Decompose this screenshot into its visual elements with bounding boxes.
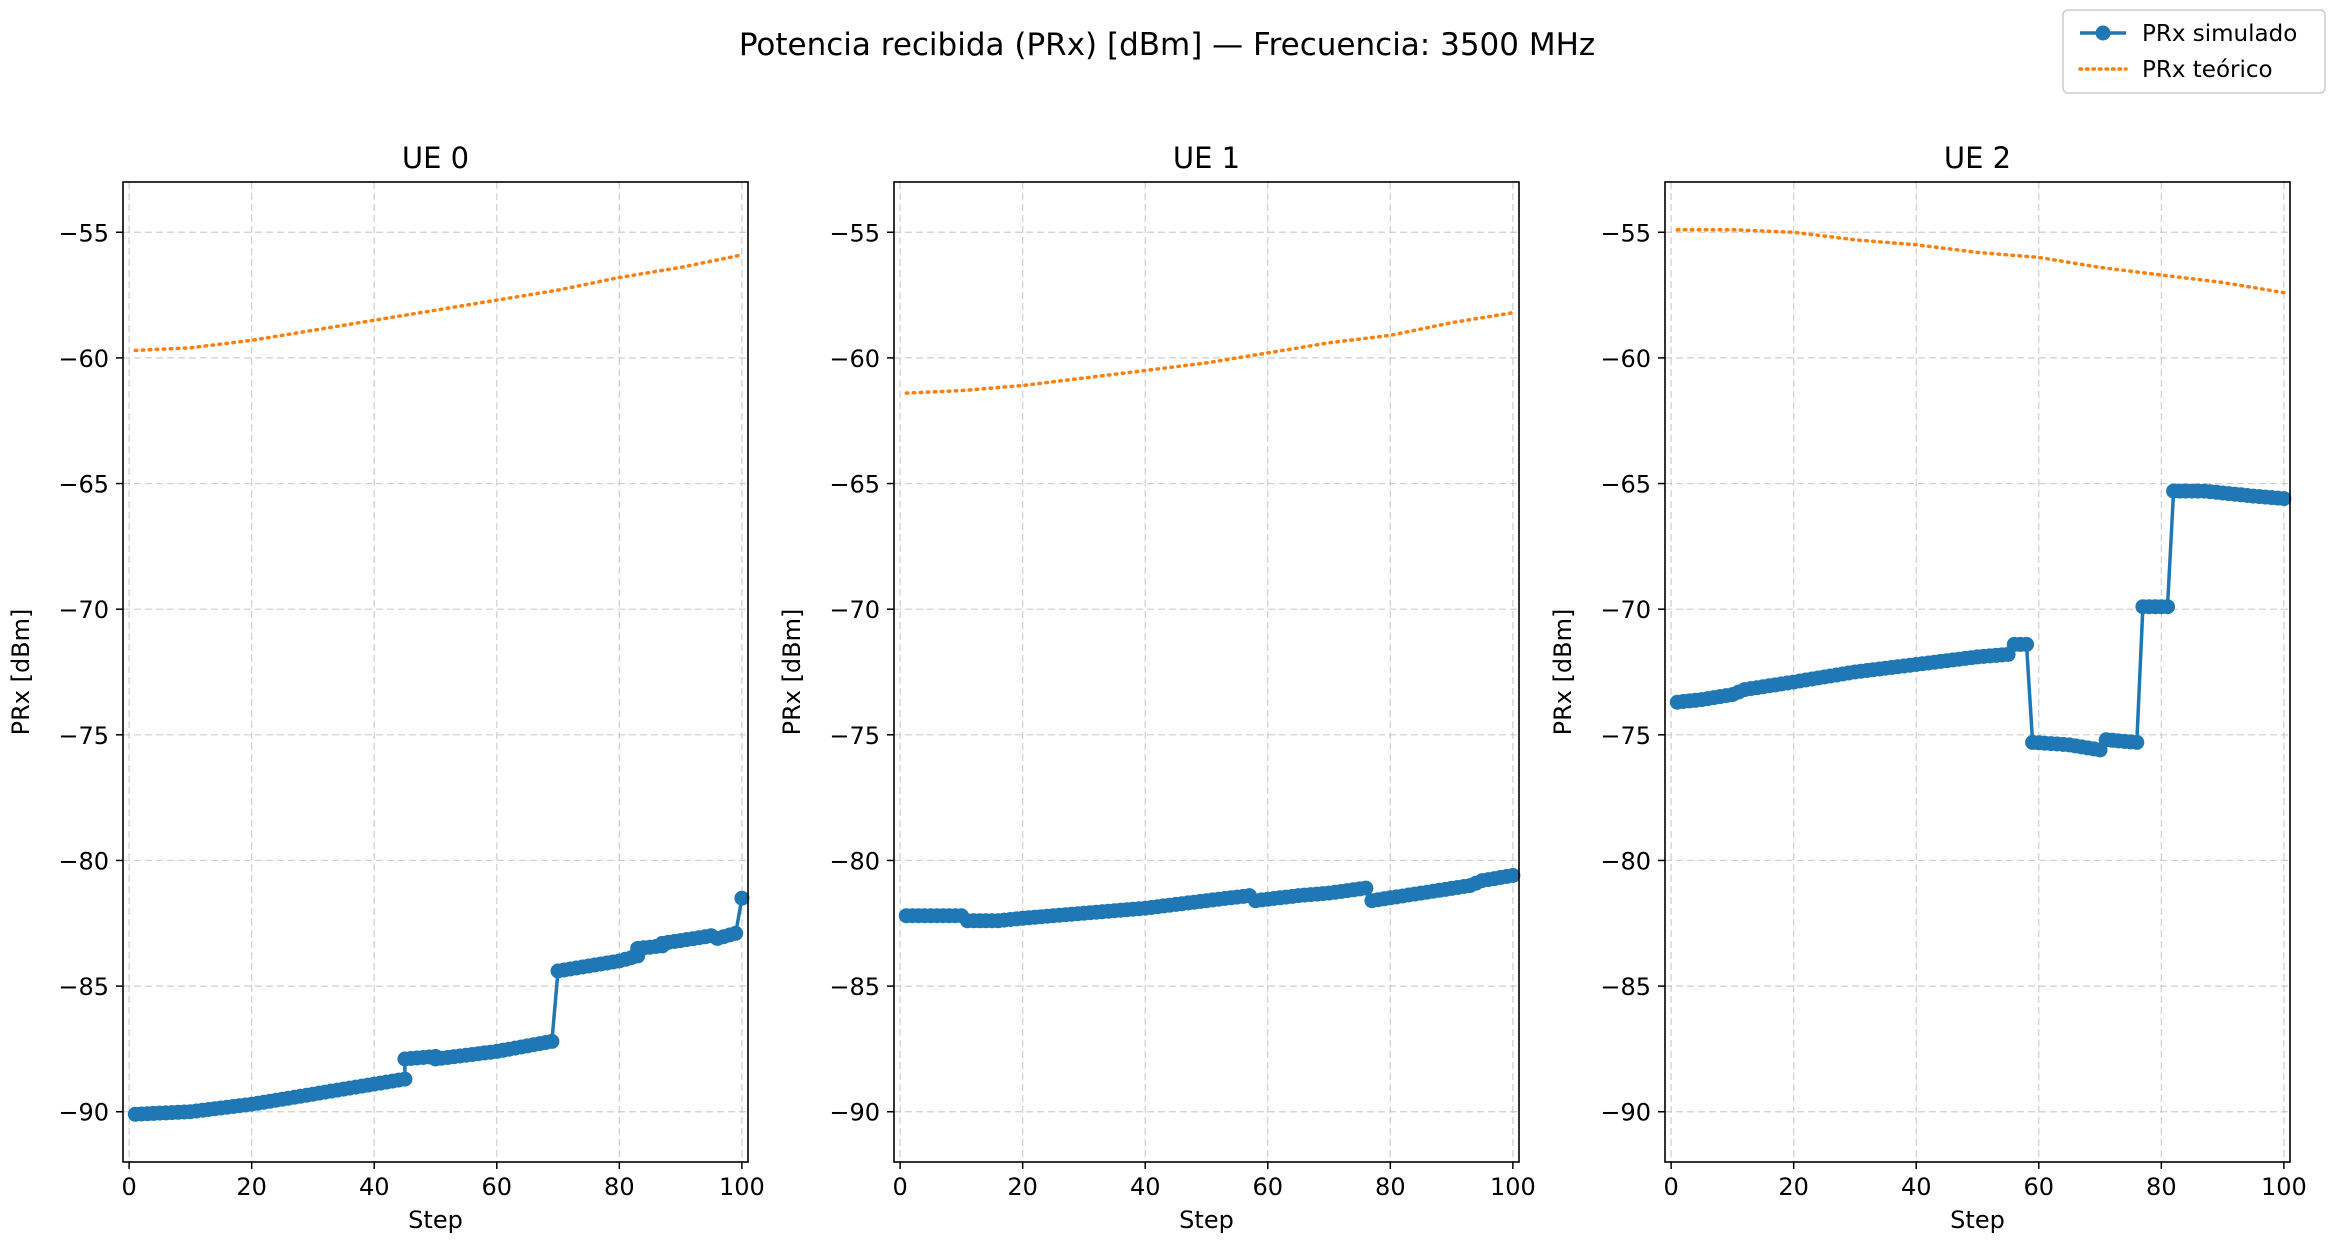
y-tick-label: −85 — [829, 973, 880, 1001]
y-tick-label: −55 — [1600, 219, 1651, 247]
y-tick-label: −55 — [829, 219, 880, 247]
y-tick-label: −75 — [1600, 722, 1651, 750]
y-tick-label: −80 — [1600, 847, 1651, 875]
y-tick-label: −70 — [1600, 596, 1651, 624]
y-tick-label: −55 — [58, 219, 109, 247]
y-axis-label: PRx [dBm] — [7, 609, 35, 736]
y-tick-label: −85 — [1600, 973, 1651, 1001]
y-tick-label: −90 — [829, 1099, 880, 1127]
data-point — [544, 1033, 560, 1049]
series-prx-simulado — [898, 868, 1521, 929]
x-tick-label: 20 — [1778, 1173, 1809, 1201]
series-prx-teorico — [133, 253, 744, 353]
y-tick-label: −85 — [58, 973, 109, 1001]
x-tick-label: 80 — [1375, 1173, 1406, 1201]
subplots: 0 20 40 60 80 100 −90 −85 −80 −75 −70 −65 −60 −55 UE 0… — [7, 141, 2307, 1234]
data-point — [1505, 868, 1521, 883]
y-tick-label: −80 — [58, 847, 109, 875]
y-tick-label: −60 — [58, 345, 109, 373]
x-axis-label: Step — [1950, 1206, 2005, 1234]
x-axis-label: Step — [1179, 1206, 1234, 1234]
legend: PRx simulado PRx teórico — [2062, 9, 2326, 94]
axes-frame — [1664, 181, 2291, 1163]
y-tick-label: −70 — [829, 596, 880, 624]
data-point — [1358, 880, 1374, 896]
x-tick-label: 40 — [1130, 1173, 1161, 1201]
x-tick-label: 100 — [719, 1173, 765, 1201]
y-tick-label: −90 — [58, 1099, 109, 1127]
y-tick-label: −80 — [829, 847, 880, 875]
series-prx-teorico — [1675, 227, 2286, 295]
x-tick-label: 100 — [1490, 1173, 1536, 1201]
legend-marker-simulado — [2095, 25, 2111, 41]
y-axis-label: PRx [dBm] — [1549, 609, 1577, 736]
data-point — [734, 890, 750, 906]
legend-label-simulado: PRx simulado — [2142, 21, 2297, 47]
x-tick-label: 0 — [1663, 1173, 1678, 1201]
legend-label-teorico: PRx teórico — [2142, 57, 2273, 83]
subplot-title: UE 1 — [1173, 141, 1240, 175]
data-point — [728, 925, 744, 941]
series-prx-simulado — [127, 890, 750, 1122]
y-tick-label: −90 — [1600, 1099, 1651, 1127]
x-tick-label: 60 — [2024, 1173, 2055, 1201]
series-line — [133, 253, 744, 353]
data-point — [2160, 599, 2175, 615]
y-axis-label: PRx [dBm] — [778, 609, 806, 736]
x-tick-label: 80 — [604, 1173, 635, 1201]
series-line — [904, 310, 1515, 395]
data-point — [2129, 734, 2145, 750]
legend-frame — [2062, 9, 2326, 94]
x-tick-label: 40 — [1901, 1173, 1932, 1201]
data-point — [2276, 491, 2292, 507]
axes-frame — [122, 181, 749, 1163]
y-tick-label: −65 — [829, 471, 880, 499]
x-tick-label: 100 — [2261, 1173, 2307, 1201]
data-point — [397, 1071, 413, 1087]
x-tick-label: 20 — [1007, 1173, 1038, 1201]
series-prx-teorico — [904, 310, 1515, 395]
subplot-0: 0 20 40 60 80 100 −90 −85 −80 −75 −70 −65 −60 −55 UE 0… — [7, 141, 765, 1234]
y-tick-label: −70 — [58, 596, 109, 624]
axes-frame — [893, 181, 1520, 1163]
figure-suptitle: Potencia recibida (PRx) [dBm] — Frecuenc… — [739, 27, 1595, 63]
subplot-title: UE 0 — [402, 141, 469, 175]
x-tick-label: 60 — [1253, 1173, 1284, 1201]
x-tick-label: 40 — [359, 1173, 390, 1201]
x-tick-label: 0 — [121, 1173, 136, 1201]
subplot-1: 0 20 40 60 80 100 −90 −85 −80 −75 −70 −65 −60 −55 UE 1… — [778, 141, 1536, 1234]
y-tick-label: −75 — [58, 722, 109, 750]
x-tick-label: 80 — [2146, 1173, 2177, 1201]
y-tick-label: −75 — [829, 722, 880, 750]
x-tick-label: 20 — [236, 1173, 267, 1201]
y-tick-label: −60 — [1600, 345, 1651, 373]
series-line — [1675, 227, 2286, 295]
x-tick-label: 0 — [892, 1173, 907, 1201]
subplot-title: UE 2 — [1944, 141, 2011, 175]
subplot-2: 0 20 40 60 80 100 −90 −85 −80 −75 −70 −65 −60 −55 UE 2… — [1549, 141, 2307, 1234]
y-tick-label: −65 — [58, 471, 109, 499]
x-axis-label: Step — [408, 1206, 463, 1234]
data-point — [2019, 636, 2034, 652]
y-tick-label: −60 — [829, 345, 880, 373]
y-tick-label: −65 — [1600, 471, 1651, 499]
series-prx-simulado — [1669, 483, 2292, 758]
x-tick-label: 60 — [482, 1173, 513, 1201]
